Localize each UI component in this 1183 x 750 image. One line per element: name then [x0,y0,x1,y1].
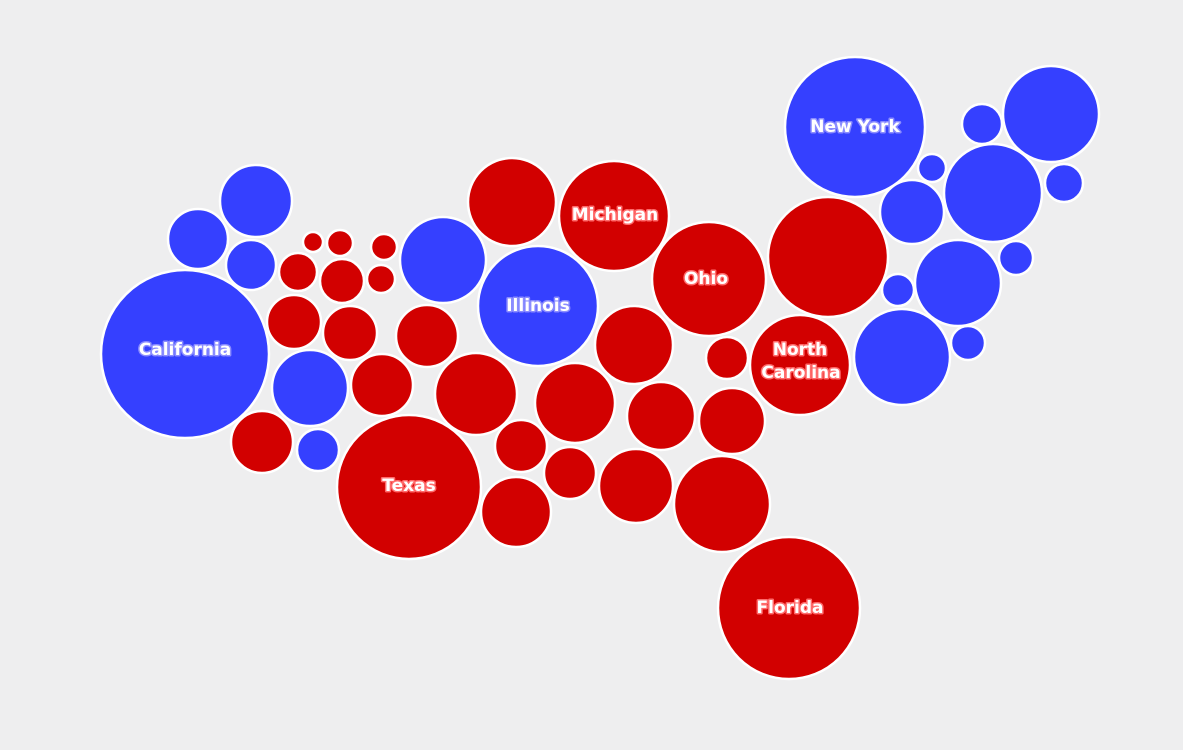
state-circle[interactable] [270,348,350,428]
state-circle[interactable] [878,178,946,246]
state-circle[interactable] [229,409,295,475]
state-circle[interactable] [960,102,1004,146]
state-circle[interactable] [625,380,697,452]
state-circle-new-york[interactable] [783,55,927,199]
state-circle[interactable] [672,454,772,554]
state-circle[interactable] [365,263,397,295]
state-circles [99,55,1101,681]
state-circle[interactable] [301,230,325,254]
state-circle[interactable] [398,215,488,305]
state-circle[interactable] [433,351,519,437]
state-circle[interactable] [593,304,675,386]
label-new-york: New York [810,117,900,137]
state-circle[interactable] [533,361,617,445]
label-north-carolina-line-1: North [773,340,828,360]
state-circle[interactable] [597,447,675,525]
label-texas: Texas [382,476,435,496]
label-florida: Florida [757,598,824,618]
state-circle[interactable] [542,445,598,501]
state-circle-michigan[interactable] [557,159,671,273]
label-michigan: Michigan [572,205,659,225]
state-circle[interactable] [852,307,952,407]
state-circle-ohio[interactable] [650,220,768,338]
state-circle[interactable] [880,272,916,308]
label-north-carolina-line-2: Carolina [761,363,840,383]
state-circle[interactable] [218,163,294,239]
state-circle[interactable] [1001,64,1101,164]
state-circle[interactable] [1043,162,1085,204]
state-circle[interactable] [704,335,750,381]
state-circle[interactable] [295,427,341,473]
state-circle[interactable] [321,304,379,362]
state-circle[interactable] [369,232,399,262]
state-circle[interactable] [466,156,558,248]
state-circle[interactable] [224,238,278,292]
state-circle-illinois[interactable] [476,244,600,368]
state-circle[interactable] [493,418,549,474]
label-california: California [139,340,231,360]
state-circle[interactable] [697,386,767,456]
state-circle[interactable] [997,239,1035,277]
state-circle[interactable] [394,303,460,369]
state-circle-florida[interactable] [716,535,862,681]
state-circle[interactable] [916,152,948,184]
state-circle[interactable] [265,293,323,351]
state-circle-north-carolina[interactable] [748,313,852,417]
state-circle[interactable] [325,228,355,258]
state-circle[interactable] [942,142,1044,244]
state-circle[interactable] [913,238,1003,328]
state-circle[interactable] [479,475,553,549]
state-circle-california[interactable] [99,268,271,440]
state-labels: California Texas Illinois Michigan Ohio … [137,116,902,620]
label-ohio: Ohio [684,269,728,289]
state-circle[interactable] [349,352,415,418]
state-circle[interactable] [318,257,366,305]
state-circle[interactable] [949,324,987,362]
state-circle[interactable] [766,195,890,319]
state-circle[interactable] [277,251,319,293]
state-circle-texas[interactable] [335,413,483,561]
state-circle[interactable] [166,207,230,271]
label-illinois: Illinois [506,296,570,316]
